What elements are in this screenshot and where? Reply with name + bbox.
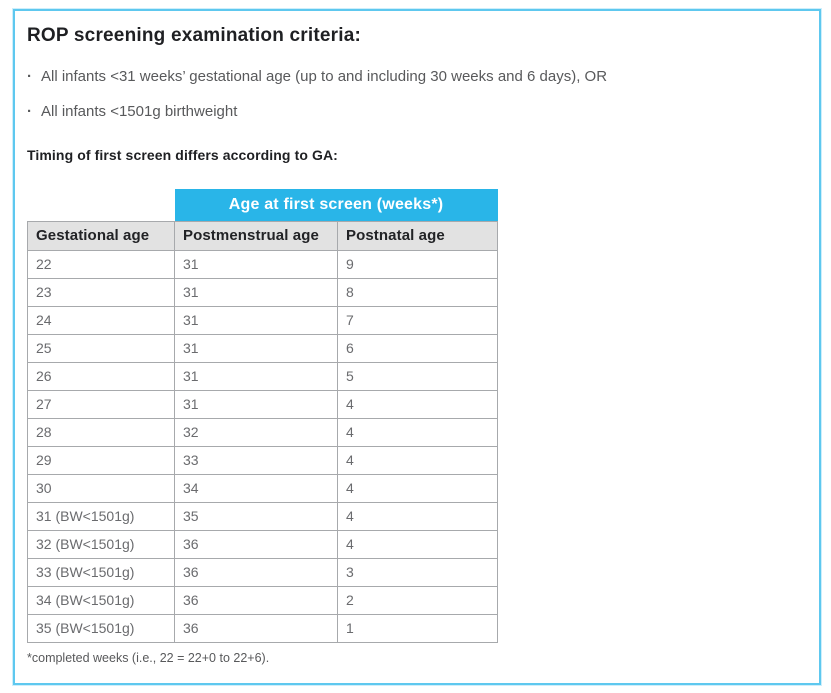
bullet-marker: · [27,68,32,85]
table-cell: 4 [336,473,499,503]
span-header-row: Age at first screen (weeks*) [27,189,498,221]
col-header-gestational-age: Gestational age [27,220,175,251]
table-cell: 24 [27,305,175,335]
table-body: 22 31 9 23 31 8 24 31 7 25 31 6 26 31 5 27 31 4 28 32 4 29 33 4… [27,249,499,643]
span-header: Age at first screen (weeks*) [174,189,498,221]
table-row: 32 (BW<1501g) 36 4 [27,529,499,559]
content-frame: ROP screening examination criteria: · Al… [13,9,821,685]
screening-table: Age at first screen (weeks*) Gestational… [27,189,499,643]
criteria-list: · All infants <31 weeks’ gestational age… [27,67,807,121]
section-subtitle: Timing of first screen differs according… [27,147,338,163]
table-cell: 2 [336,585,499,615]
table-cell: 28 [27,417,175,447]
table-cell: 31 (BW<1501g) [27,501,175,531]
table-cell: 36 [174,613,338,643]
table-row: 25 31 6 [27,333,499,363]
table-row: 34 (BW<1501g) 36 2 [27,585,499,615]
table-cell: 30 [27,473,175,503]
table-row: 30 34 4 [27,473,499,503]
table-cell: 23 [27,277,175,307]
table-cell: 31 [174,333,338,363]
table-cell: 4 [336,529,499,559]
table-row: 24 31 7 [27,305,499,335]
table-cell: 4 [336,417,499,447]
criteria-item: · All infants <31 weeks’ gestational age… [27,67,807,86]
table-cell: 32 (BW<1501g) [27,529,175,559]
table-cell: 36 [174,529,338,559]
table-corner-spacer [27,189,175,221]
table-cell: 33 [174,445,338,475]
table-cell: 22 [27,249,175,279]
table-row: 35 (BW<1501g) 36 1 [27,613,499,643]
table-cell: 35 [174,501,338,531]
table-cell: 27 [27,389,175,419]
table-cell: 4 [336,389,499,419]
table-cell: 31 [174,361,338,391]
criteria-text: All infants <31 weeks’ gestational age (… [41,68,608,85]
table-row: 33 (BW<1501g) 36 3 [27,557,499,587]
table-cell: 31 [174,305,338,335]
table-row: 22 31 9 [27,249,499,279]
page-title: ROP screening examination criteria: [27,25,361,46]
table-cell: 36 [174,585,338,615]
table-cell: 31 [174,389,338,419]
table-cell: 8 [336,277,499,307]
column-header-row: Gestational age Postmenstrual age Postna… [27,220,499,251]
table-cell: 35 (BW<1501g) [27,613,175,643]
criteria-text: All infants <1501g birthweight [41,103,238,120]
table-cell: 25 [27,333,175,363]
table-cell: 34 (BW<1501g) [27,585,175,615]
table-cell: 32 [174,417,338,447]
table-cell: 9 [336,249,499,279]
table-cell: 26 [27,361,175,391]
table-cell: 33 (BW<1501g) [27,557,175,587]
table-cell: 31 [174,249,338,279]
table-cell: 6 [336,333,499,363]
footnote: *completed weeks (i.e., 22 = 22+0 to 22+… [27,650,270,665]
table-row: 31 (BW<1501g) 35 4 [27,501,499,531]
table-cell: 34 [174,473,338,503]
table-cell: 4 [336,445,499,475]
table-cell: 29 [27,445,175,475]
table-row: 29 33 4 [27,445,499,475]
table-row: 28 32 4 [27,417,499,447]
table-cell: 4 [336,501,499,531]
table-cell: 7 [336,305,499,335]
table-cell: 3 [336,557,499,587]
table-row: 26 31 5 [27,361,499,391]
table-cell: 5 [336,361,499,391]
bullet-marker: · [27,103,32,120]
criteria-item: · All infants <1501g birthweight [27,102,807,121]
table-cell: 36 [174,557,338,587]
table-row: 23 31 8 [27,277,499,307]
table-cell: 1 [336,613,499,643]
col-header-postmenstrual-age: Postmenstrual age [174,220,338,251]
col-header-postnatal-age: Postnatal age [336,220,499,251]
table-row: 27 31 4 [27,389,499,419]
table-cell: 31 [174,277,338,307]
